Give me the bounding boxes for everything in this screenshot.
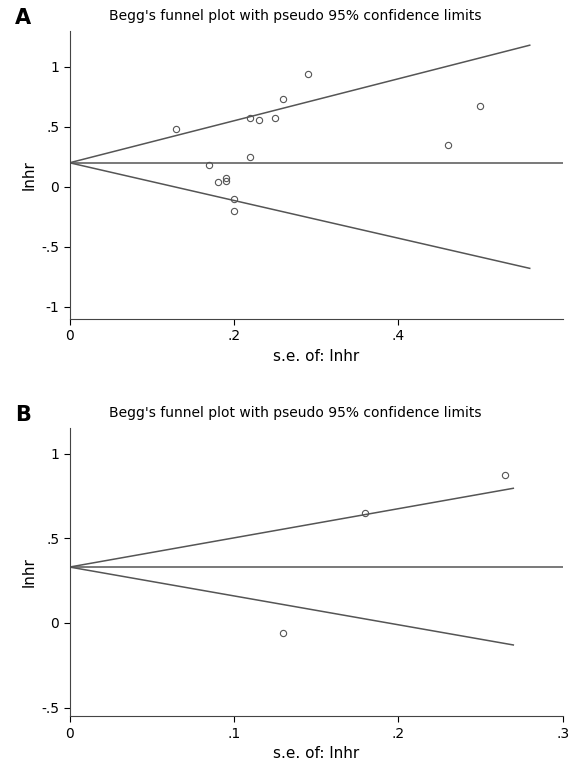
X-axis label: s.e. of: lnhr: s.e. of: lnhr [273,349,359,363]
Text: Begg's funnel plot with pseudo 95% confidence limits: Begg's funnel plot with pseudo 95% confi… [109,8,481,22]
Text: Begg's funnel plot with pseudo 95% confidence limits: Begg's funnel plot with pseudo 95% confi… [109,406,481,420]
Y-axis label: lnhr: lnhr [22,160,37,189]
Text: B: B [15,405,31,425]
Y-axis label: lnhr: lnhr [22,557,37,587]
Text: A: A [15,8,31,28]
X-axis label: s.e. of: lnhr: s.e. of: lnhr [273,746,359,761]
